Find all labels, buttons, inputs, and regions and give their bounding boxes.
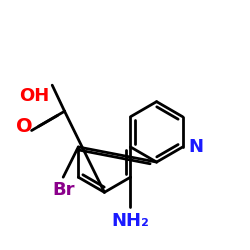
Text: OH: OH [19, 87, 49, 105]
Text: NH₂: NH₂ [112, 212, 150, 230]
Text: N: N [189, 138, 204, 156]
Text: O: O [16, 117, 32, 136]
Text: Br: Br [52, 181, 74, 199]
